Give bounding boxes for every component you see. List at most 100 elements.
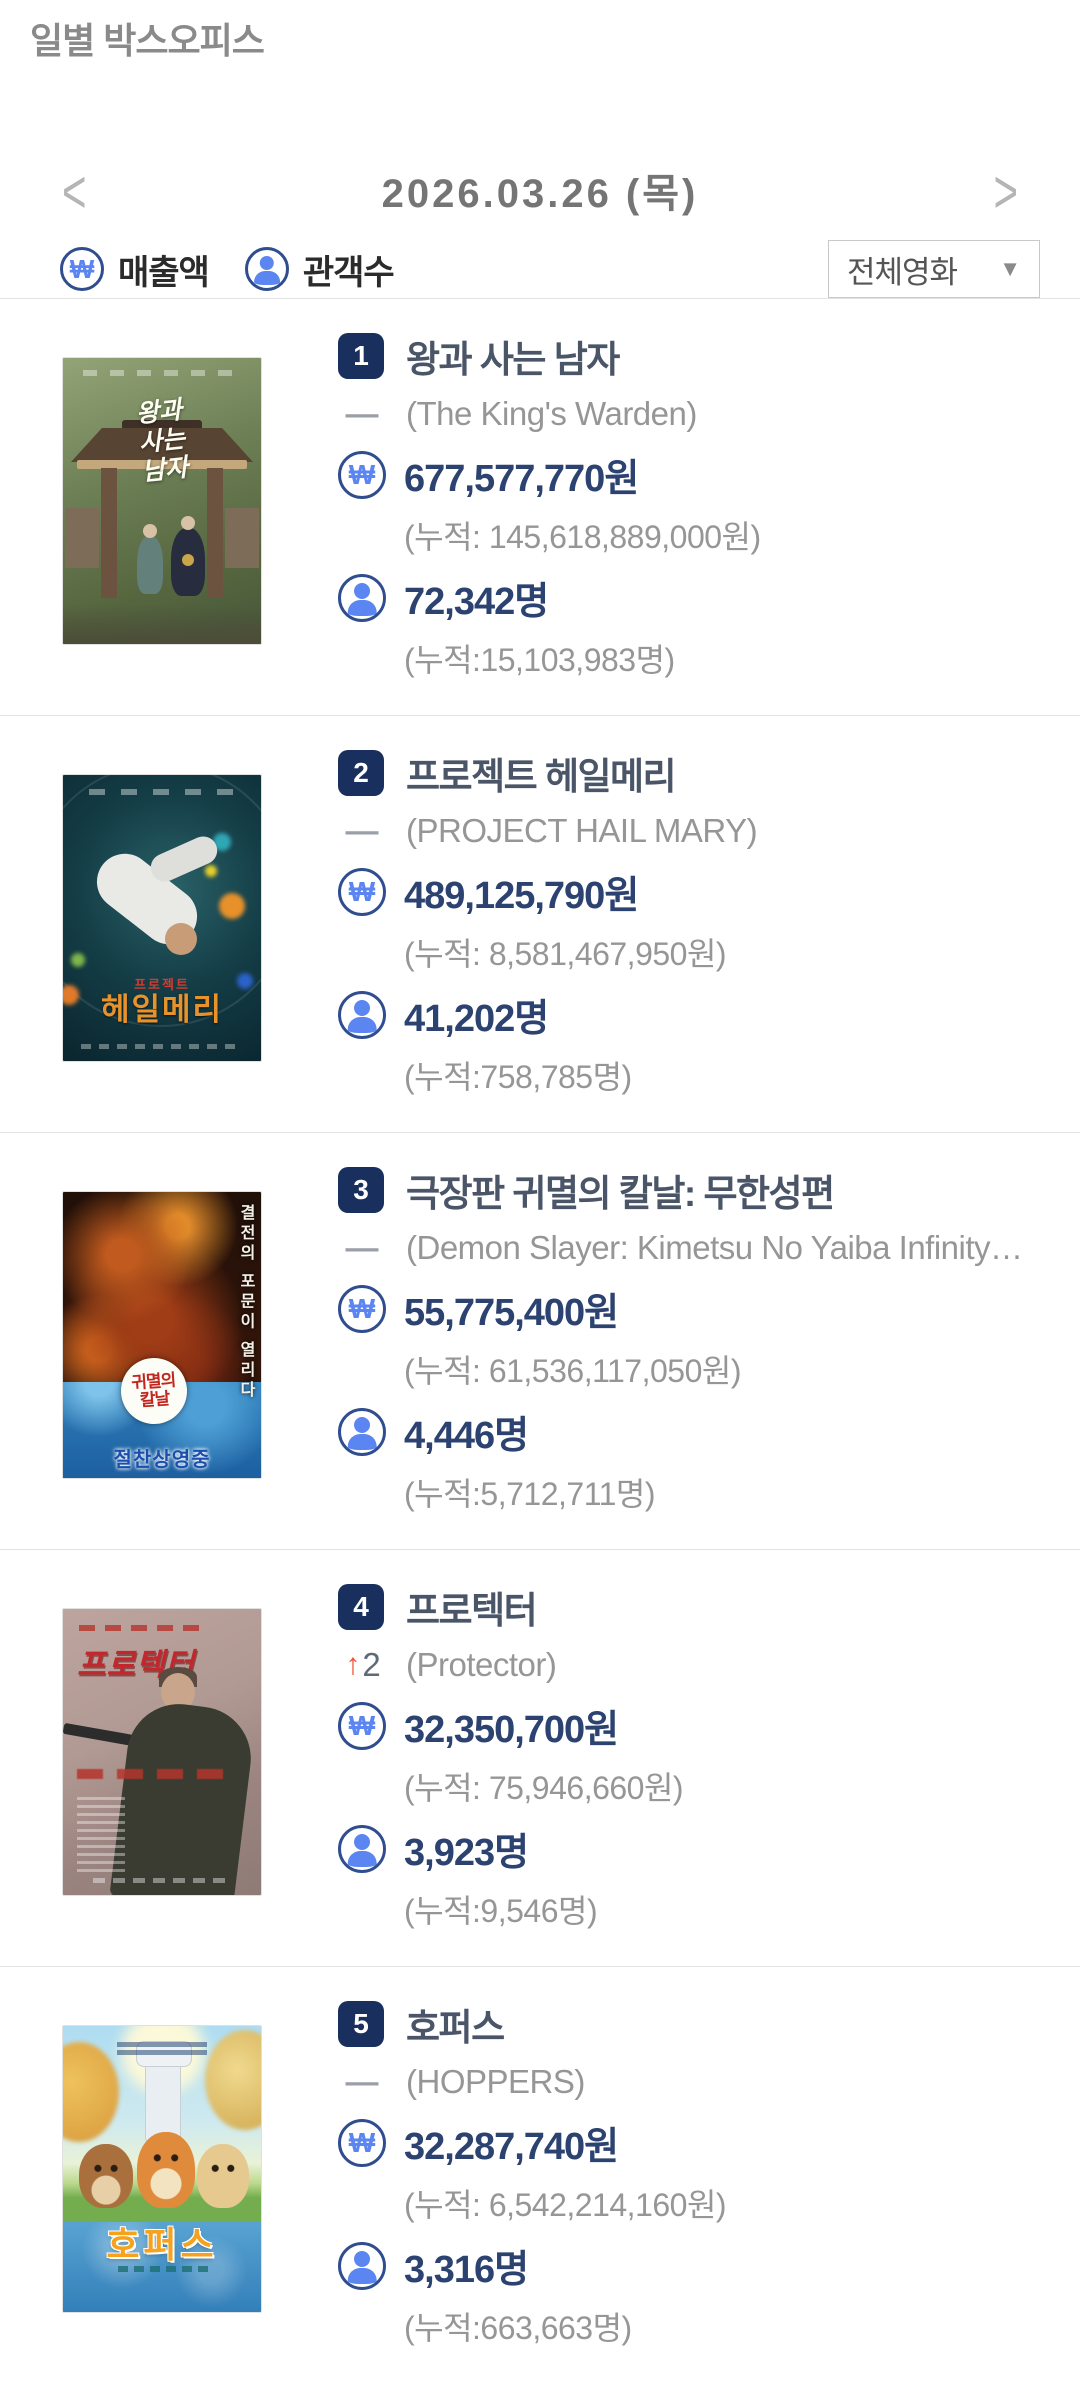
rank-badge: 1 bbox=[338, 333, 384, 379]
won-glyph: ₩ bbox=[348, 1709, 376, 1741]
movie-info: 1 왕과 사는 남자 — (The King's Warden) ₩ 677,5… bbox=[338, 299, 1080, 681]
audience-cumulative: (누적:15,103,983명) bbox=[404, 642, 675, 678]
movie-title[interactable]: 프로젝트 헤일메리 bbox=[406, 756, 677, 797]
person-head-shape bbox=[354, 999, 370, 1016]
poster-cast-text-decor bbox=[89, 789, 235, 795]
movie-info: 4 프로텍터 ↑ 2 (Protector) ₩ 32,350,700원 bbox=[338, 1550, 1080, 1932]
movie-title-en: (HOPPERS) bbox=[406, 2063, 585, 2100]
poster-window-ring bbox=[63, 775, 261, 1027]
poster-bokeh bbox=[205, 865, 217, 877]
movie-info: 3 극장판 귀멸의 칼날: 무한성편 — (Demon Slayer: Kime… bbox=[338, 1133, 1080, 1515]
poster-tagline-vertical: 결전의 포문이 열리다 bbox=[237, 1204, 254, 1401]
poster-title-big: 헤일메리 bbox=[100, 992, 224, 1027]
poster-figure-body bbox=[109, 1698, 257, 1895]
poster-credits-decor bbox=[93, 1878, 231, 1883]
audience-cumulative: (누적:5,712,711명) bbox=[404, 1476, 656, 1512]
won-glyph: ₩ bbox=[69, 254, 95, 284]
boxoffice-row: 프로젝트 헤일메리 2 프로젝트 헤일메리 — (PROJECT HAIL MA… bbox=[0, 715, 1080, 1132]
movie-title-en: (Protector) bbox=[406, 1646, 557, 1683]
rank-change-value: 2 bbox=[362, 1646, 381, 1683]
sales-value: 489,125,790원 bbox=[404, 875, 639, 917]
audience-value: 41,202명 bbox=[404, 998, 549, 1040]
chevron-right-icon[interactable]: > bbox=[983, 156, 1028, 229]
person-body-shape bbox=[347, 1433, 377, 1450]
movie-title-en: (The King's Warden) bbox=[406, 395, 697, 432]
boxoffice-row: 결전의 포문이 열리다 귀멸의 칼날 절찬상영중 3 극장판 귀멸의 칼날: 무… bbox=[0, 1132, 1080, 1549]
poster-credits-decor bbox=[77, 1797, 125, 1873]
person-body-shape bbox=[347, 2267, 377, 2284]
movie-poster[interactable]: 프로텍터 bbox=[62, 1608, 262, 1896]
movie-title[interactable]: 호퍼스 bbox=[406, 2007, 505, 2048]
movie-title[interactable]: 극장판 귀멸의 칼날: 무한성편 bbox=[406, 1173, 835, 1214]
movie-title[interactable]: 프로텍터 bbox=[406, 1590, 538, 1631]
movie-poster[interactable]: 왕과 사는 남자 bbox=[62, 357, 262, 645]
audience-cumulative: (누적:663,663명) bbox=[404, 2310, 632, 2346]
sales-cumulative: (누적: 6,542,214,160원) bbox=[404, 2187, 727, 2223]
poster-title: 호퍼스 bbox=[106, 2224, 218, 2265]
won-glyph: ₩ bbox=[348, 875, 376, 907]
poster-gate-column bbox=[207, 468, 223, 598]
person-circle-icon bbox=[338, 2241, 386, 2290]
person-body-shape bbox=[347, 1016, 377, 1033]
movie-title[interactable]: 왕과 사는 남자 bbox=[406, 339, 620, 380]
won-circle-icon: ₩ bbox=[338, 450, 386, 499]
person-head-shape bbox=[354, 1833, 370, 1850]
poster-astronaut-face bbox=[165, 923, 197, 955]
movie-poster[interactable]: 결전의 포문이 열리다 귀멸의 칼날 절찬상영중 bbox=[62, 1191, 262, 1479]
legend-audience-label: 관객수 bbox=[302, 253, 395, 292]
poster-bokeh bbox=[237, 973, 253, 989]
person-body-shape bbox=[347, 1850, 377, 1867]
poster-gate-ridge bbox=[122, 420, 202, 430]
movie-info: 5 호퍼스 — (HOPPERS) ₩ 32,287,740원 (누적: bbox=[338, 1967, 1080, 2349]
poster-water-tower bbox=[136, 2041, 192, 2142]
rank-same-icon: — bbox=[345, 395, 379, 432]
rank-badge: 4 bbox=[338, 1584, 384, 1630]
poster-character bbox=[79, 2144, 133, 2208]
poster-bokeh bbox=[213, 833, 231, 851]
rank-same-icon: — bbox=[345, 1229, 379, 1266]
daily-boxoffice-page: 일별 박스오피스 < 2026.03.26 (목) > ₩ 매출액 관객수 전체… bbox=[0, 12, 1080, 2384]
poster-title-small: 프로젝트 bbox=[134, 977, 190, 992]
movie-filter-dropdown[interactable]: 전체영화 ▼ bbox=[828, 240, 1040, 298]
poster-cast-text-decor bbox=[83, 370, 241, 376]
poster-gate-column bbox=[101, 468, 117, 598]
sales-value: 32,350,700원 bbox=[404, 1709, 619, 1751]
legend-sales-label: 매출액 bbox=[118, 253, 210, 292]
person-body-shape bbox=[253, 270, 280, 286]
audience-value: 4,446명 bbox=[404, 1415, 529, 1457]
triangle-down-icon: ▼ bbox=[999, 256, 1021, 281]
rank-change: — bbox=[338, 395, 388, 433]
poster-ground bbox=[63, 604, 261, 644]
poster-bokeh bbox=[63, 985, 79, 1005]
sales-cumulative: (누적: 145,618,889,000원) bbox=[404, 519, 761, 555]
movie-title-en: (Demon Slayer: Kimetsu No Yaiba Infinity… bbox=[406, 1229, 1023, 1266]
rank-change: — bbox=[338, 812, 388, 850]
poster-tagline-decor bbox=[117, 2042, 207, 2055]
won-glyph: ₩ bbox=[348, 2126, 376, 2158]
sales-cumulative: (누적: 61,536,117,050원) bbox=[404, 1353, 741, 1389]
rank-change: ↑ 2 bbox=[338, 1646, 388, 1684]
poster-wall bbox=[65, 508, 99, 568]
rank-up-icon: ↑ bbox=[345, 1648, 361, 1681]
rank-badge: 3 bbox=[338, 1167, 384, 1213]
movie-poster[interactable]: 호퍼스 bbox=[62, 2025, 262, 2313]
movie-poster[interactable]: 프로젝트 헤일메리 bbox=[62, 774, 262, 1062]
page-title: 일별 박스오피스 bbox=[30, 20, 265, 61]
won-circle-icon: ₩ bbox=[60, 247, 104, 291]
person-body-shape bbox=[347, 599, 377, 616]
won-glyph: ₩ bbox=[348, 1292, 376, 1324]
poster-figure bbox=[171, 528, 205, 596]
legend-row: ₩ 매출액 관객수 전체영화 ▼ bbox=[0, 240, 1080, 298]
chevron-left-icon[interactable]: < bbox=[52, 156, 97, 229]
boxoffice-row: 프로텍터 4 프로텍터 ↑ 2 (Pro bbox=[0, 1549, 1080, 1966]
poster-gate-roof bbox=[71, 428, 253, 462]
movie-info: 2 프로젝트 헤일메리 — (PROJECT HAIL MARY) ₩ 489,… bbox=[338, 716, 1080, 1098]
won-circle-icon: ₩ bbox=[338, 1284, 386, 1333]
poster-tree bbox=[205, 2030, 261, 2130]
person-circle-icon bbox=[338, 990, 386, 1039]
audience-value: 3,316명 bbox=[404, 2249, 529, 2291]
person-head-shape bbox=[354, 1416, 370, 1433]
rank-same-icon: — bbox=[345, 2063, 379, 2100]
sales-cumulative: (누적: 8,581,467,950원) bbox=[404, 936, 727, 972]
movie-title-en: (PROJECT HAIL MARY) bbox=[406, 812, 758, 849]
